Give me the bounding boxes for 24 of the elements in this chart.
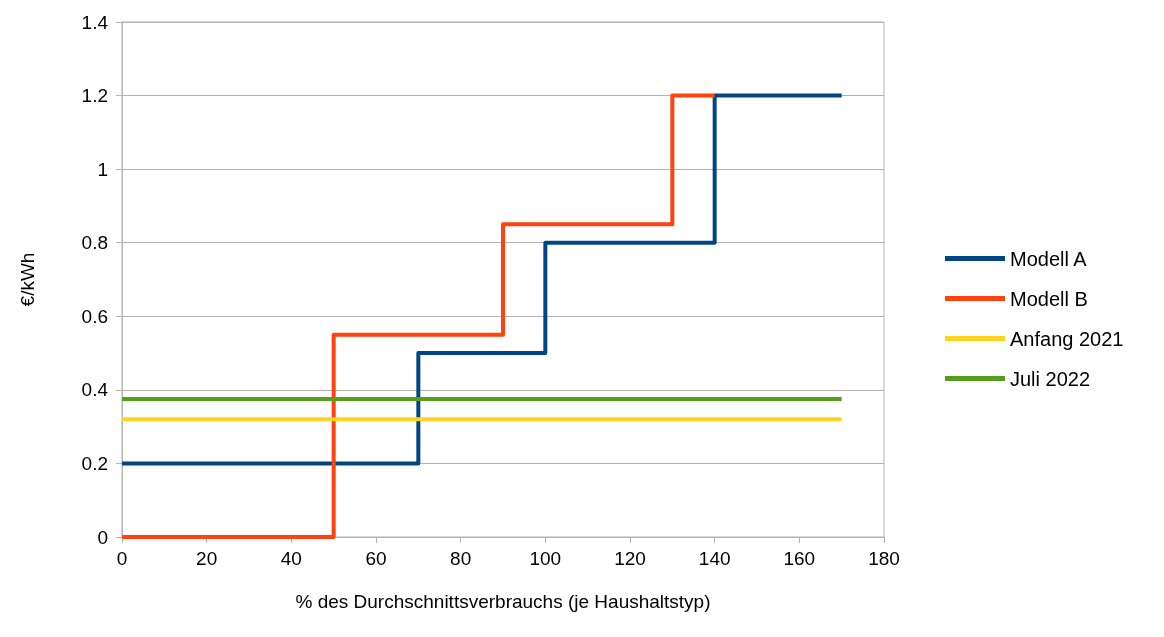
y-tick-label: 1.4 xyxy=(81,11,109,33)
x-tick-label: 60 xyxy=(365,548,387,569)
y-tick-label: 1 xyxy=(97,158,108,180)
x-tick-label: 120 xyxy=(614,548,646,569)
y-tick-label: 0 xyxy=(97,526,108,548)
x-tick-label: 40 xyxy=(280,548,302,569)
x-tick-label: 80 xyxy=(450,548,472,569)
y-axis-title: €/kWh xyxy=(17,252,38,307)
x-tick-label: 0 xyxy=(116,548,128,569)
x-tick-label: 160 xyxy=(783,548,816,569)
x-tick-label: 20 xyxy=(196,548,218,569)
y-tick-label: 0.8 xyxy=(81,232,108,254)
legend-label: Juli 2022 xyxy=(1010,367,1091,390)
y-tick-label: 1.2 xyxy=(81,85,108,107)
x-tick-label: 180 xyxy=(868,548,900,569)
y-tick-label: 0.6 xyxy=(81,305,108,327)
y-tick-label: 0.2 xyxy=(81,452,108,474)
legend-label: Modell B xyxy=(1010,287,1088,310)
x-tick-label: 140 xyxy=(698,548,731,569)
legend-label: Modell A xyxy=(1010,247,1088,270)
legend-label: Anfang 2021 xyxy=(1010,327,1124,350)
y-tick-label: 0.4 xyxy=(81,379,109,401)
x-tick-label: 100 xyxy=(529,548,562,569)
x-axis-title: % des Durchschnittsverbrauchs (je Haushaltstyp) xyxy=(295,591,711,612)
